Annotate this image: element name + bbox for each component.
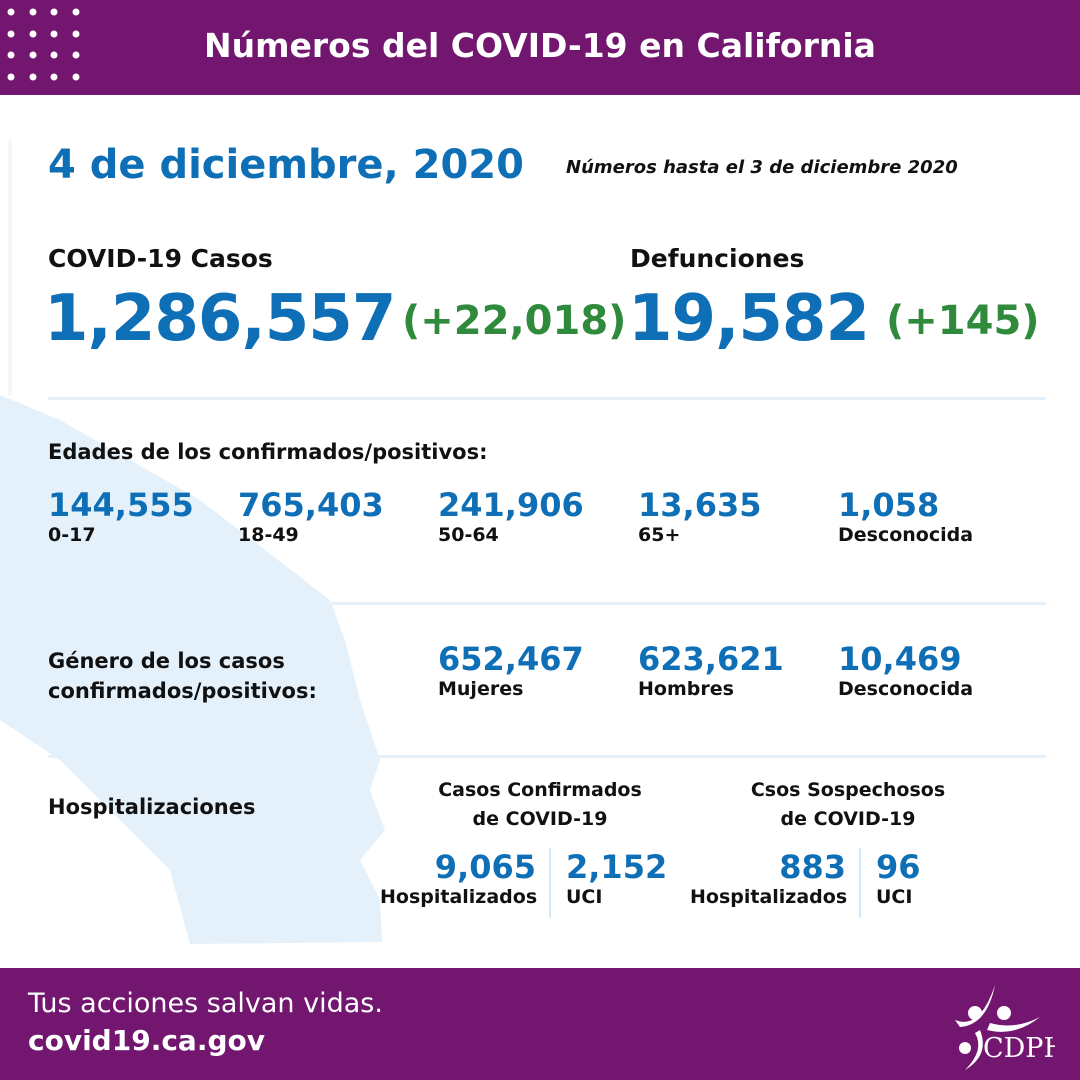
confirmed-icu: 2,152 UCI [566,848,667,908]
confirmed-icu-label: UCI [566,886,603,908]
data-as-of: Números hasta el 3 de diciembre 2020 [566,157,958,178]
age-item: 241,906 50-64 [438,486,584,546]
age-value: 765,403 [238,486,384,524]
logo-text: CDPH [983,1033,1055,1064]
deaths-label: Defunciones [630,244,805,273]
confirmed-title-line: Casos Confirmados [438,779,642,801]
divider [48,397,1046,400]
deaths-change: (+145) [886,298,1040,344]
age-item: 1,058 Desconocida [838,486,973,546]
gender-value: 623,621 [638,640,784,678]
gender-heading-line: Género de los casos [48,649,285,673]
confirmed-title-line: de COVID-19 [472,808,608,830]
divider [48,755,1046,758]
hosp-heading: Hospitalizaciones [48,795,256,819]
suspected-title-line: Csos Sospechosos [750,779,946,801]
age-label: 0-17 [48,524,96,546]
footer-banner [0,968,1080,1080]
confirmed-hospitalized: 9,065 Hospitalizados [380,848,538,908]
confirmed-icu-value: 2,152 [566,848,668,886]
gender-label: Hombres [638,678,734,700]
footer-slogan: Tus acciones salvan vidas. [28,988,383,1019]
age-label: 18-49 [238,524,299,546]
gender-label: Desconocida [838,678,974,700]
gender-item: 652,467 Mujeres [438,640,584,700]
cases-total: 1,286,557 [44,282,396,356]
age-item: 765,403 18-49 [238,486,384,546]
gender-value: 652,467 [438,640,584,678]
divider [48,602,1046,605]
suspected-icu-value: 96 [876,848,921,886]
confirmed-title: Casos Confirmados de COVID-19 [420,776,660,834]
age-value: 13,635 [638,486,762,524]
age-value: 1,058 [838,486,940,524]
gender-label: Mujeres [438,678,524,700]
suspected-hosp-label: Hospitalizados [690,886,848,908]
gender-heading: Género de los casos confirmados/positivos… [48,646,317,706]
gender-heading-line: confirmados/positivos: [48,679,317,703]
page-title: Números del COVID-19 en California [204,26,876,65]
deaths-total: 19,582 [628,282,870,356]
gender-value: 10,469 [838,640,962,678]
cases-label: COVID-19 Casos [48,244,273,273]
confirmed-hosp-label: Hospitalizados [380,886,538,908]
gender-item: 623,621 Hombres [638,640,784,700]
age-item: 13,635 65+ [638,486,761,546]
cases-change: (+22,018) [402,298,627,344]
dots-decoration-icon [7,8,80,81]
age-value: 144,555 [48,486,194,524]
suspected-icu-label: UCI [876,886,913,908]
age-value: 241,906 [438,486,584,524]
suspected-icu: 96 UCI [876,848,921,908]
age-label: Desconocida [838,524,974,546]
ages-heading: Edades de los confirmados/positivos: [48,440,488,464]
cdph-logo-icon: CDPH [955,985,1055,1070]
confirmed-hosp-value: 9,065 [434,848,536,886]
separator [549,848,551,918]
header-banner [0,0,1080,95]
age-item: 144,555 0-17 [48,486,194,546]
separator [859,848,861,918]
suspected-hosp-value: 883 [779,848,846,886]
suspected-title-line: de COVID-19 [780,808,916,830]
suspected-hospitalized: 883 Hospitalizados [690,848,848,908]
suspected-title: Csos Sospechosos de COVID-19 [728,776,968,834]
age-label: 65+ [638,524,681,546]
gender-item: 10,469 Desconocida [838,640,973,700]
footer-url[interactable]: covid19.ca.gov [28,1024,265,1057]
report-date: 4 de diciembre, 2020 [48,142,524,188]
age-label: 50-64 [438,524,499,546]
